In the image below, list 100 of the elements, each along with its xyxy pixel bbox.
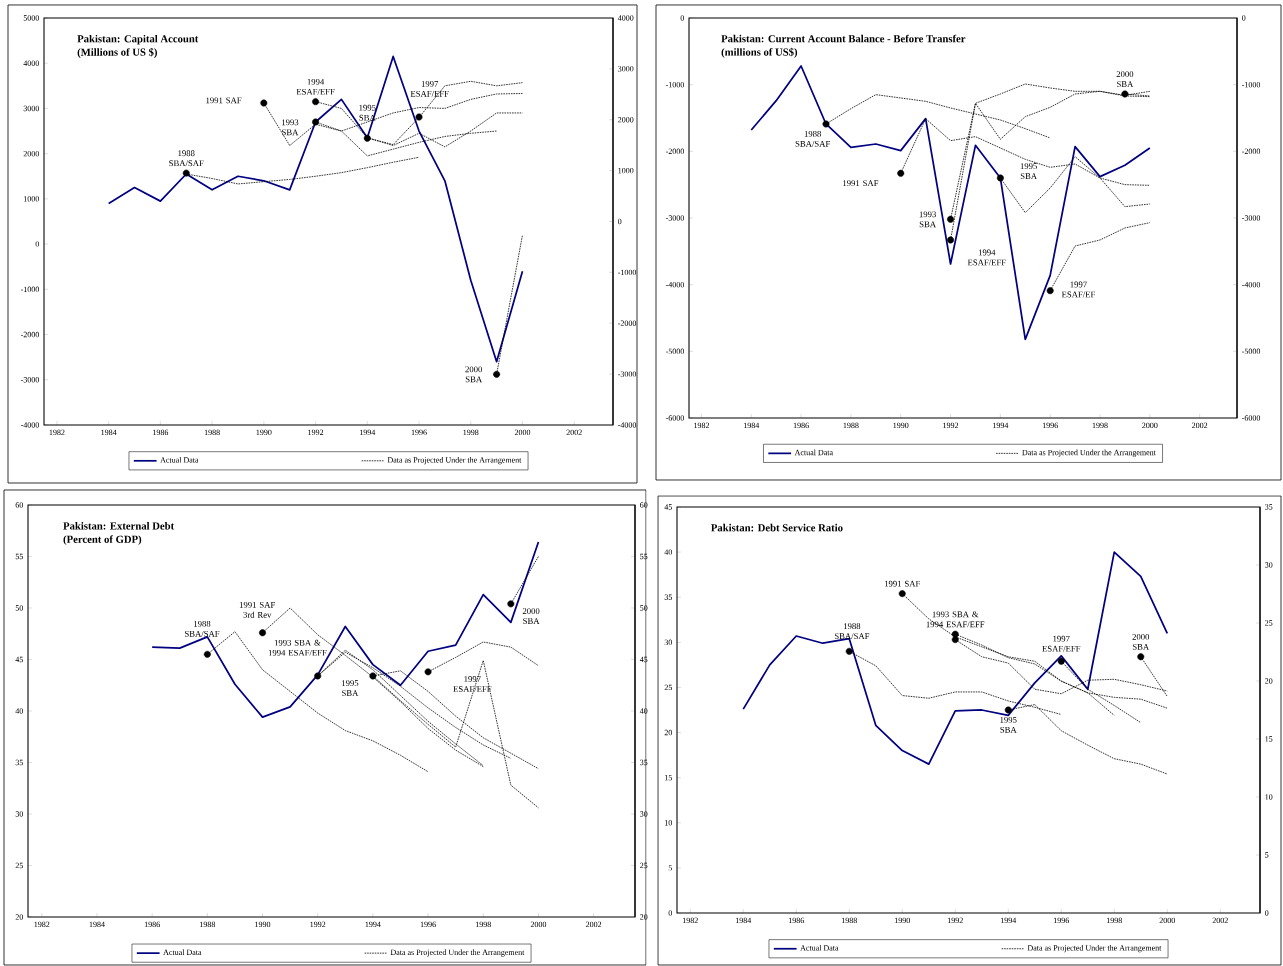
annotation: 1988 SBA/SAF [185, 620, 220, 637]
legend-label: Data as Projected Under the Arrangement [1027, 944, 1162, 953]
legend-label: Data as Projected Under the Arrangement [390, 949, 525, 957]
annotation: 1995 SBA [1000, 716, 1017, 733]
y2-tick-label: 1000 [618, 167, 634, 174]
annotation: 1997 ESAF/EF [1061, 281, 1095, 298]
y-tick-label: 60 [15, 502, 23, 508]
text: Pakistan: Capital Account [77, 34, 199, 45]
x-tick-label: 1992 [947, 917, 963, 924]
x-tick-label: 1990 [893, 422, 909, 429]
y-tick-label: 10 [665, 820, 672, 826]
x-tick-label: 1982 [682, 917, 698, 924]
x-tick-label: 1994 [1000, 917, 1017, 924]
annotation: 1995 SBA [1020, 163, 1037, 180]
y-tick-label: -5000 [665, 348, 684, 355]
y2-tick-label: -6000 [1242, 415, 1261, 421]
annotation: 1997 ESAF/EFF [453, 676, 492, 692]
x-tick-label: 1992 [310, 921, 326, 928]
x-tick-label: 1998 [463, 429, 479, 436]
y-tick-label: 0 [680, 15, 684, 21]
x-tick-label: 2002 [566, 429, 582, 436]
x-tick-label: 1998 [1106, 917, 1122, 924]
y-tick-label: 40 [15, 708, 23, 714]
x-tick-label: 1994 [365, 921, 381, 928]
x-tick-label: 1988 [843, 422, 859, 429]
y2-tick-label: 0 [1265, 910, 1269, 916]
y-tick-label: 2000 [23, 150, 39, 157]
x-tick-label: 1996 [420, 921, 436, 928]
y-tick-label: -3000 [20, 377, 39, 383]
text: (millions of US$) [721, 47, 798, 58]
annotation: 1991 SAF [884, 580, 920, 587]
y2-tick-label: -2000 [618, 320, 637, 326]
y2-tick-label: 30 [640, 811, 648, 817]
x-tick-label: 1984 [101, 429, 117, 436]
y-tick-label: 25 [664, 684, 672, 691]
x-tick-label: 1984 [743, 422, 760, 429]
y2-tick-label: -5000 [1242, 348, 1261, 355]
x-tick-label: 1994 [993, 422, 1009, 429]
x-tick-label: 1998 [475, 921, 491, 928]
x-tick-label: 1996 [411, 429, 427, 436]
x-tick-label: 1986 [153, 429, 169, 436]
annotation: 1995 SBA [342, 680, 359, 697]
y2-tick-label: 20 [1265, 678, 1273, 684]
legend-label: Actual Data [160, 457, 199, 463]
y-tick-label: -1000 [665, 81, 684, 88]
y2-tick-label: 50 [640, 605, 648, 611]
y2-tick-label: 0 [1242, 15, 1246, 21]
y-tick-label: 0 [668, 910, 672, 916]
x-tick-label: 1992 [308, 429, 324, 436]
text: (Millions of US $) [77, 47, 157, 58]
legend-label: Data as Projected Under the Arrangement [1022, 449, 1156, 457]
y2-tick-label: 25 [1265, 620, 1273, 626]
y-tick-label: 55 [15, 553, 23, 560]
x-tick-label: 1984 [89, 921, 105, 928]
y-tick-label: 20 [664, 729, 672, 736]
legend-label: Actual Data [794, 449, 833, 456]
x-tick-label: 1988 [200, 921, 216, 928]
y2-tick-label: 55 [640, 553, 648, 560]
x-tick-label: 1990 [894, 917, 910, 924]
y-tick-label: 50 [15, 605, 23, 611]
annotation: 1993 SBA [919, 211, 936, 228]
annotation: 2000 SBA [1132, 633, 1150, 650]
x-tick-label: 1996 [1042, 422, 1058, 429]
y-tick-label: -4000 [665, 281, 684, 288]
y2-tick-label: -4000 [618, 422, 637, 428]
text: Pakistan: External Debt [63, 522, 175, 530]
y-tick-label: -2000 [20, 331, 39, 338]
y-tick-label: 5000 [23, 15, 39, 21]
annotation: 1994 ESAF/EFF [967, 249, 1006, 266]
x-tick-label: 2000 [1142, 422, 1158, 429]
x-tick-label: 2002 [1212, 917, 1228, 924]
y-tick-label: 0 [35, 241, 39, 247]
text: (Percent of GDP) [63, 535, 142, 546]
y-tick-label: 35 [15, 759, 23, 766]
x-tick-label: 1994 [360, 429, 376, 436]
x-tick-label: 1982 [34, 921, 50, 928]
x-tick-label: 2000 [530, 921, 547, 928]
x-tick-label: 1996 [1053, 917, 1070, 924]
y-tick-label: 25 [15, 862, 23, 869]
annotation: 2000 SBA [465, 366, 483, 383]
y-tick-label: -1000 [20, 286, 39, 293]
y-tick-label: 4000 [23, 60, 39, 66]
y2-tick-label: 10 [1265, 794, 1273, 800]
y2-tick-label: 35 [640, 759, 648, 766]
x-tick-label: 1990 [256, 429, 272, 436]
annotation: 1997 ESAF/EFF [1042, 635, 1081, 652]
x-tick-label: 2002 [1192, 422, 1208, 429]
x-tick-label: 1982 [694, 422, 710, 429]
y2-tick-label: 20 [640, 914, 648, 920]
y2-tick-label: -1000 [1242, 81, 1261, 88]
y2-tick-label: -1000 [618, 269, 637, 276]
y-tick-label: 30 [664, 639, 672, 646]
legend-label: Data as Projected Under the Arrangement [387, 457, 522, 465]
y-tick-label: 45 [15, 656, 23, 663]
x-tick-label: 1998 [1092, 422, 1108, 429]
x-tick-label: 1990 [255, 921, 271, 928]
annotation: 1993 SBA [282, 119, 299, 136]
y2-tick-label: 30 [1265, 562, 1273, 568]
y2-tick-label: 45 [639, 656, 648, 663]
y2-tick-label: 35 [1265, 504, 1273, 510]
